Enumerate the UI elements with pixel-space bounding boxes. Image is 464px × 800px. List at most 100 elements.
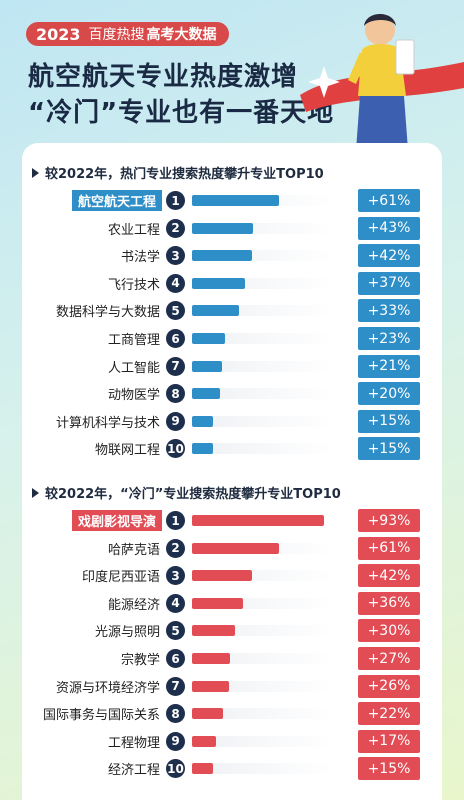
percent-badge: +43%: [358, 216, 420, 240]
list-item: 数据科学与大数据 5 +33%: [22, 297, 442, 324]
percent-badge: +26%: [358, 674, 420, 698]
major-name: 农业工程: [107, 222, 160, 238]
bar-fill: [192, 305, 239, 317]
major-name: 宗教学: [120, 653, 160, 668]
percent-badge: +15%: [358, 437, 420, 461]
bar-fill: [192, 542, 279, 554]
bar-fill: [192, 625, 235, 637]
list-item: 航空航天工程 1 +61%: [22, 187, 442, 214]
list-item: 农业工程 2 +43%: [22, 215, 442, 242]
cold-section-title: 较2022年，“冷门”专业搜索热度攀升专业TOP10: [32, 483, 341, 502]
major-name: 航空航天工程: [71, 190, 162, 211]
list-item: 动物医学 8 +20%: [22, 380, 442, 407]
bar-fill: [192, 443, 214, 455]
bar-fill: [192, 277, 245, 289]
list-item: 宗教学 6 +27%: [22, 645, 442, 672]
bar-track: [192, 333, 334, 344]
major-name: 数据科学与大数据: [55, 305, 160, 321]
rank-badge: 2: [166, 218, 185, 238]
bar-track: [192, 250, 334, 262]
hot-section-title-text: 较2022年，热门专业搜索热度攀升专业TOP10: [45, 167, 324, 182]
percent-badge: +23%: [358, 327, 420, 350]
bar-track: [192, 542, 334, 554]
header: 2023 百度热搜 高考大数据 航空航天专业热度激增 “冷门”专业也有一番天地: [0, 0, 464, 150]
triangle-icon: [32, 167, 39, 178]
rank-badge: 1: [166, 511, 185, 530]
rank-badge: 8: [166, 384, 185, 404]
bar-fill: [192, 570, 252, 582]
major-name: 计算机科学与技术: [55, 415, 160, 431]
list-item: 资源与环境经济学 7 +26%: [22, 673, 442, 700]
bar-track: [192, 222, 334, 234]
major-name: 国际事务与国际关系: [42, 708, 160, 724]
rank-badge: 9: [166, 411, 185, 431]
bar-fill: [192, 250, 252, 262]
bar-track: [192, 515, 334, 526]
bar-fill: [192, 735, 217, 747]
list-item: 计算机科学与技术 9 +15%: [22, 408, 442, 435]
badge-bold-text: 高考大数据: [146, 27, 217, 43]
rank-badge: 10: [166, 759, 185, 779]
rank-badge: 7: [166, 676, 185, 696]
bar-track: [192, 570, 334, 582]
list-item: 物联网工程 10 +15%: [22, 435, 442, 462]
bar-fill: [192, 360, 222, 372]
bar-track: [192, 653, 334, 664]
list-item: 经济工程 10 +15%: [22, 755, 442, 782]
bar-fill: [192, 653, 231, 664]
content-card: 较2022年，热门专业搜索热度攀升专业TOP10 航空航天工程 1 +61% 农业工程…: [22, 143, 442, 800]
triangle-icon: [32, 487, 39, 498]
major-name: 人工智能: [107, 360, 160, 376]
bar-fill: [192, 222, 254, 234]
rank-badge: 8: [166, 704, 185, 724]
bar-fill: [192, 195, 279, 206]
major-name: 工商管理: [107, 333, 160, 348]
bar-track: [192, 277, 334, 289]
percent-badge: +21%: [358, 354, 420, 378]
percent-badge: +61%: [358, 536, 420, 560]
bar-track: [192, 735, 334, 747]
bar-track: [192, 388, 334, 400]
bar-track: [192, 415, 334, 427]
rank-badge: 4: [166, 273, 185, 293]
list-item: 光源与照明 5 +30%: [22, 617, 442, 644]
student-illustration: [300, 14, 464, 150]
rank-badge: 9: [166, 731, 185, 751]
bar-track: [192, 625, 334, 637]
rank-badge: 10: [166, 439, 185, 459]
list-item: 工程物理 9 +17%: [22, 728, 442, 755]
bar-track: [192, 763, 334, 775]
cold-section-title-text: 较2022年，“冷门”专业搜索热度攀升专业TOP10: [45, 487, 341, 502]
percent-badge: +61%: [358, 189, 420, 212]
list-item: 印度尼西亚语 3 +42%: [22, 562, 442, 589]
percent-badge: +42%: [358, 244, 420, 268]
bar-fill: [192, 333, 225, 344]
bar-track: [192, 195, 334, 206]
bar-fill: [192, 515, 325, 526]
badge-text: 百度热搜: [88, 27, 145, 43]
hot-section-title: 较2022年，热门专业搜索热度攀升专业TOP10: [32, 163, 324, 182]
rank-badge: 7: [166, 356, 185, 376]
list-item: 戏剧影视导演 1 +93%: [22, 507, 442, 534]
rank-badge: 3: [166, 566, 185, 586]
list-item: 国际事务与国际关系 8 +22%: [22, 700, 442, 727]
list-item: 能源经济 4 +36%: [22, 590, 442, 617]
list-item: 哈萨克语 2 +61%: [22, 535, 442, 562]
rank-badge: 4: [166, 593, 185, 613]
rank-badge: 5: [166, 301, 185, 321]
percent-badge: +27%: [358, 647, 420, 670]
bar-fill: [192, 708, 224, 720]
percent-badge: +33%: [358, 299, 420, 323]
rank-badge: 5: [166, 621, 185, 641]
bar-fill: [192, 415, 214, 427]
bar-fill: [192, 388, 221, 400]
percent-badge: +20%: [358, 382, 420, 406]
headline-line2: “冷门”专业也有一番天地: [28, 98, 335, 128]
percent-badge: +93%: [358, 509, 420, 532]
major-name: 动物医学: [107, 388, 160, 404]
percent-badge: +22%: [358, 702, 420, 726]
bar-fill: [192, 680, 229, 692]
bar-track: [192, 708, 334, 720]
rank-badge: 6: [166, 649, 185, 668]
bar-track: [192, 360, 334, 372]
